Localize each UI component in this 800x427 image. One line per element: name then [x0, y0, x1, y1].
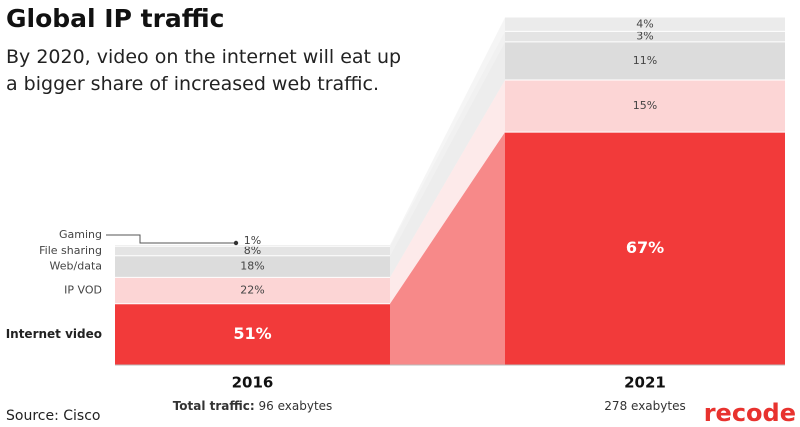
value-label: 67%: [626, 238, 664, 257]
bar-segment: [505, 41, 785, 81]
connector: [390, 41, 505, 278]
bar-segment: [115, 255, 390, 278]
total-label: Total traffic: 96 exabytes: [173, 399, 333, 413]
chart-title: Global IP traffic: [6, 4, 224, 33]
leader-line: [106, 234, 236, 244]
value-label: 15%: [633, 99, 657, 112]
bar-segment: [115, 245, 390, 247]
value-label: 11%: [633, 54, 657, 67]
total-value: 278 exabytes: [604, 399, 685, 413]
legend-label: File sharing: [39, 244, 102, 257]
connector: [390, 31, 505, 256]
x-tick-label: 2021: [624, 374, 666, 392]
value-label: 22%: [240, 284, 264, 297]
total-prefix: Total traffic:: [173, 399, 255, 413]
legend-label: Web/data: [50, 260, 102, 273]
connector: [390, 17, 505, 247]
connector: [390, 132, 505, 365]
value-label: 3%: [636, 30, 653, 43]
value-label: 1%: [244, 234, 261, 247]
value-label: 4%: [636, 17, 653, 30]
value-label: 18%: [240, 260, 264, 273]
value-label: 8%: [244, 244, 261, 257]
total-value: 96 exabytes: [259, 399, 333, 413]
legend-label: IP VOD: [64, 284, 102, 297]
source: Source: Cisco: [6, 408, 100, 424]
legend-label: Gaming: [59, 228, 102, 241]
connector: [390, 80, 505, 304]
brand: recode: [704, 399, 796, 427]
bar-segment: [115, 277, 390, 304]
bar-segment: [505, 80, 785, 133]
bar-segment: [505, 17, 785, 32]
bar-segment: [505, 31, 785, 42]
bar-segment: [115, 246, 390, 256]
value-label: 51%: [233, 324, 271, 343]
x-tick-label: 2016: [232, 374, 274, 392]
leader-dot: [233, 240, 239, 246]
legend-label: Internet video: [6, 327, 102, 341]
bar-segment: [115, 303, 390, 365]
bar-segment: [505, 132, 785, 365]
total-label: 278 exabytes: [604, 399, 685, 413]
chart-subtitle: By 2020, video on the internet will eat …: [6, 46, 402, 95]
